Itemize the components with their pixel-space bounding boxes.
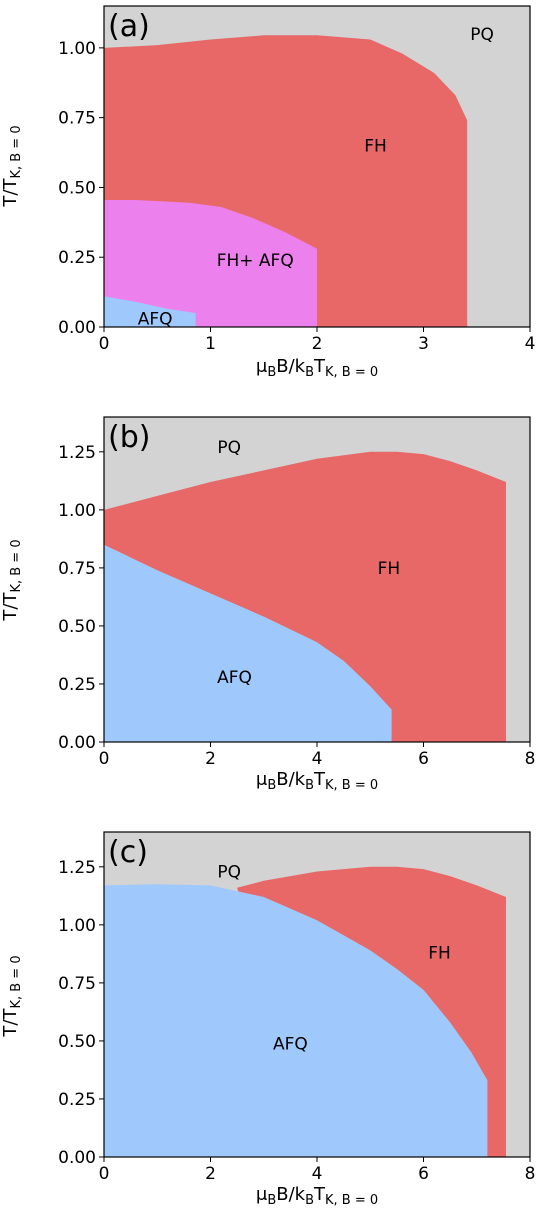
region-afq [104,544,392,742]
region-label-afq: AFQ [273,1034,308,1054]
y-tick-label: 1.00 [58,916,96,936]
x-tick-label: 4 [525,334,536,354]
panel-c: 0 2 4 6 8 0.00 0.25 0.50 0.75 1.00 1.25 μBB/kBTK, B… [0,831,536,1208]
y-tick-label: 0.25 [58,1090,96,1110]
region-label-pq: PQ [217,438,241,458]
x-tick-label: 0 [99,749,110,769]
y-tick-label: 0.75 [58,974,96,994]
y-tick-label: 0.00 [58,318,96,338]
y-tick-label: 1.00 [58,39,96,59]
panel-label: (c) [108,835,148,870]
y-tick-label: 0.75 [58,109,96,129]
x-axis-label: μBB/kBTK, B = 0 [256,356,378,380]
x-tick-label: 6 [418,749,429,769]
y-axis-label: T/TK, B = 0 [0,955,24,1037]
region-label-pq: PQ [217,862,241,882]
region-label-fh: FH [364,137,387,157]
y-tick-label: 0.50 [58,1032,96,1052]
y-axis-label: T/TK, B = 0 [0,125,24,207]
x-tick-label: 4 [312,749,323,769]
y-tick-label: 0.00 [58,733,96,753]
y-tick-label: 0.00 [58,1148,96,1168]
region-label-fh-afq: FH+ AFQ [217,251,294,271]
panel-label: (a) [108,9,150,44]
region-label-afq: AFQ [138,310,173,330]
x-tick-label: 1 [205,334,216,354]
region-afq [104,884,488,1157]
x-tick-label: 8 [525,1164,536,1184]
x-axis-label: μBB/kBTK, B = 0 [256,769,378,793]
y-tick-label: 0.75 [58,559,96,579]
region-label-afq: AFQ [217,668,252,688]
x-tick-label: 3 [418,334,429,354]
panel-label: (b) [108,420,150,455]
region-label-pq: PQ [470,25,494,45]
x-tick-label: 8 [525,749,536,769]
region-afq [104,296,196,327]
y-tick-label: 1.00 [58,501,96,521]
x-tick-label: 0 [99,1164,110,1184]
x-tick-label: 0 [99,334,110,354]
x-tick-label: 2 [205,749,216,769]
region-label-fh: FH [378,559,401,579]
x-tick-label: 4 [312,1164,323,1184]
x-axis-label: μBB/kBTK, B = 0 [256,1184,378,1208]
region-label-fh: FH [428,944,451,964]
y-tick-label: 0.25 [58,248,96,268]
x-tick-label: 2 [205,1164,216,1184]
y-tick-label: 1.25 [58,858,96,878]
region-fh-afq [104,200,317,327]
y-tick-label: 0.50 [58,617,96,637]
x-tick-label: 6 [418,1164,429,1184]
y-axis-label: T/TK, B = 0 [0,539,24,621]
y-tick-label: 1.25 [58,443,96,463]
y-tick-label: 0.50 [58,178,96,198]
panel-b: 0 2 4 6 8 0.00 0.25 0.50 0.75 1.00 1.25 μBB/kBTK, B… [0,416,536,793]
panel-a: 0 1 2 3 4 0.00 0.25 0.50 0.75 1.00 μBB/kBTK, B = 0… [0,5,536,380]
y-tick-label: 0.25 [58,675,96,695]
x-tick-label: 2 [312,334,323,354]
